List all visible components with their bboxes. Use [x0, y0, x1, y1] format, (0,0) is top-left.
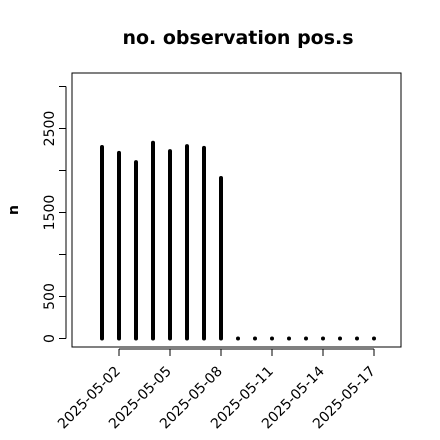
bar — [338, 336, 342, 341]
bar — [253, 336, 257, 341]
y-tick-label: 0 — [42, 334, 58, 343]
y-tick-label: 1500 — [42, 195, 58, 231]
bar — [236, 336, 240, 341]
chart-title: no. observation pos.s — [122, 27, 353, 49]
bar-series — [100, 140, 376, 341]
plot-frame — [71, 72, 402, 348]
bar — [287, 336, 291, 341]
bar — [270, 336, 274, 341]
bar — [304, 336, 308, 341]
x-axis: 2025-05-022025-05-052025-05-082025-05-11… — [55, 348, 379, 432]
y-axis-label: n — [6, 205, 22, 215]
y-axis: 0 500 1500 2500 — [42, 86, 67, 343]
bar — [355, 336, 359, 341]
y-tick-label: 500 — [42, 283, 58, 310]
bar — [321, 336, 325, 341]
bar — [372, 336, 376, 341]
y-tick-label: 2500 — [42, 111, 58, 147]
